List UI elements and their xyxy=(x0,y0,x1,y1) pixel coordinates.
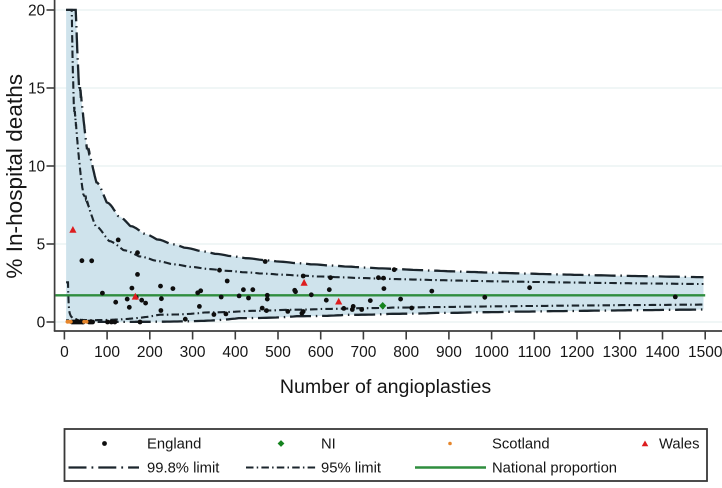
svg-text:600: 600 xyxy=(308,344,334,361)
svg-text:20: 20 xyxy=(28,3,46,20)
svg-text:1000: 1000 xyxy=(474,344,509,361)
svg-text:200: 200 xyxy=(137,344,163,361)
svg-text:1500: 1500 xyxy=(688,344,722,361)
svg-text:15: 15 xyxy=(28,81,45,98)
svg-text:England: England xyxy=(147,437,201,453)
svg-text:% In-hospital deaths: % In-hospital deaths xyxy=(2,74,27,279)
svg-text:1300: 1300 xyxy=(603,344,638,361)
svg-text:0: 0 xyxy=(60,344,69,361)
svg-text:National proportion: National proportion xyxy=(492,461,617,477)
svg-text:800: 800 xyxy=(393,344,419,361)
svg-text:95% limit: 95% limit xyxy=(321,461,381,477)
svg-text:Number of angioplasties: Number of angioplasties xyxy=(280,376,491,398)
svg-text:1200: 1200 xyxy=(560,344,595,361)
svg-text:900: 900 xyxy=(436,344,462,361)
svg-text:Wales: Wales xyxy=(659,437,700,453)
svg-text:500: 500 xyxy=(265,344,291,361)
svg-text:99.8% limit: 99.8% limit xyxy=(147,461,219,477)
svg-text:300: 300 xyxy=(180,344,206,361)
svg-text:10: 10 xyxy=(28,159,46,176)
svg-text:5: 5 xyxy=(37,237,46,254)
svg-text:1100: 1100 xyxy=(518,344,552,361)
svg-text:100: 100 xyxy=(94,344,120,361)
svg-text:0: 0 xyxy=(37,315,46,332)
svg-text:NI: NI xyxy=(321,437,336,453)
svg-text:Scotland: Scotland xyxy=(492,437,550,453)
svg-text:1400: 1400 xyxy=(645,344,680,361)
svg-text:400: 400 xyxy=(222,344,248,361)
svg-text:700: 700 xyxy=(350,344,376,361)
